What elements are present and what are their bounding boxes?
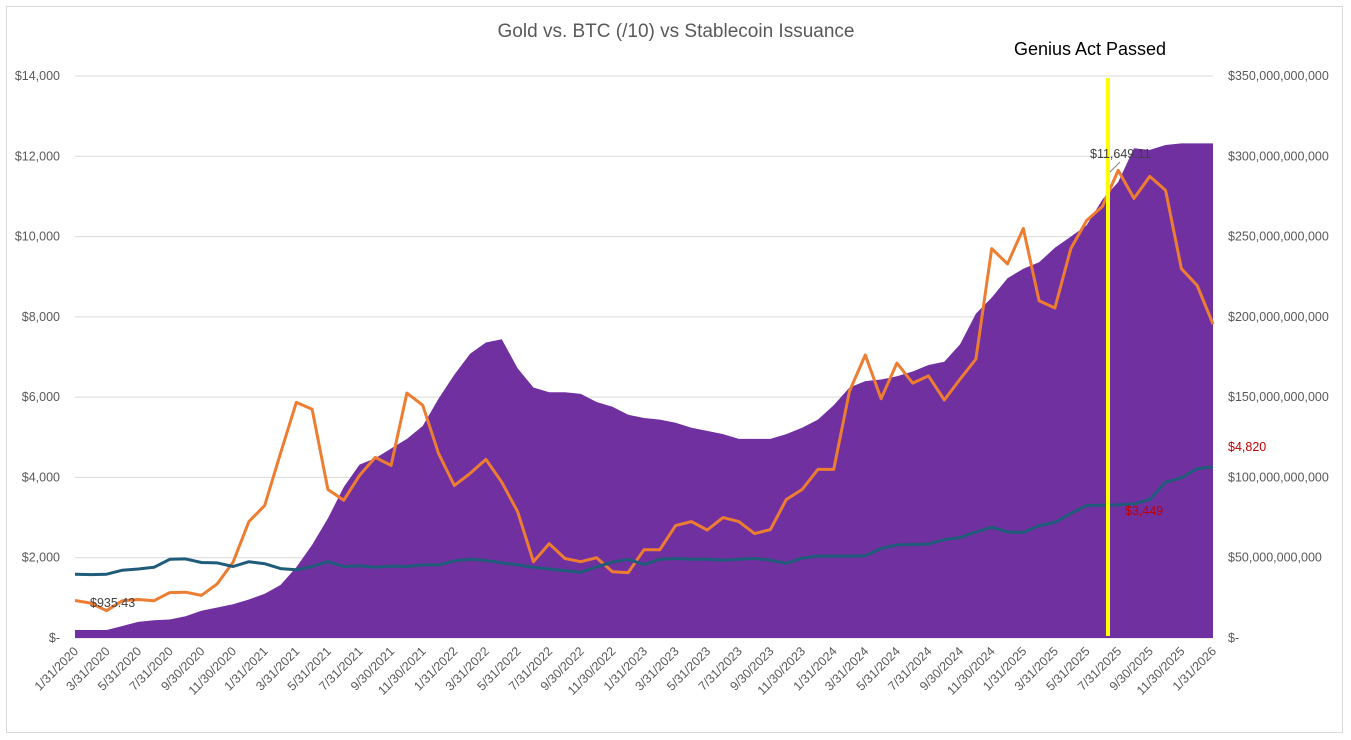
gold-line (74, 465, 1214, 577)
y-right-tick: $100,000,000,000 (1228, 470, 1329, 484)
y-left-tick: $10,000 (15, 230, 60, 244)
y-left-tick: $4,000 (22, 470, 60, 484)
y-left-tick: $- (49, 631, 60, 645)
chart-frame (6, 6, 1343, 733)
y-left-tick: $12,000 (15, 149, 60, 163)
btc-start-label: $935.43 (90, 596, 135, 610)
y-axis-right: $350,000,000,000 $300,000,000,000 $250,000… (1228, 69, 1329, 645)
y-left-tick: $8,000 (22, 310, 60, 324)
gold-act-label: $3,449 (1125, 504, 1163, 518)
gold-end-label: $4,820 (1228, 440, 1266, 454)
y-left-tick: $6,000 (22, 390, 60, 404)
y-right-tick: $50,000,000,000 (1228, 551, 1322, 565)
data-labels: $935.43 $11,649.11 $4,820 $3,449 (90, 147, 1266, 610)
y-right-tick: $300,000,000,000 (1228, 149, 1329, 163)
y-left-tick: $14,000 (15, 69, 60, 83)
y-axis-left: $14,000 $12,000 $10,000 $8,000 $6,000 $4,000 $… (15, 69, 60, 645)
y-left-tick: $2,000 (22, 551, 60, 565)
stablecoin-area (75, 143, 1213, 638)
btc-peak-leader (1109, 161, 1121, 173)
y-right-tick: $350,000,000,000 (1228, 69, 1329, 83)
y-right-tick: $- (1228, 631, 1239, 645)
y-right-tick: $200,000,000,000 (1228, 310, 1329, 324)
y-right-tick: $250,000,000,000 (1228, 230, 1329, 244)
y-right-tick: $150,000,000,000 (1228, 390, 1329, 404)
btc-peak-label: $11,649.11 (1090, 147, 1151, 161)
btc-line (74, 168, 1215, 613)
genius-act-label: Genius Act Passed (1014, 39, 1166, 59)
chart-title: Gold vs. BTC (/10) vs Stablecoin Issuanc… (498, 21, 855, 42)
x-axis: 1/31/20203/31/20205/31/20207/31/20209/30… (32, 644, 1219, 698)
